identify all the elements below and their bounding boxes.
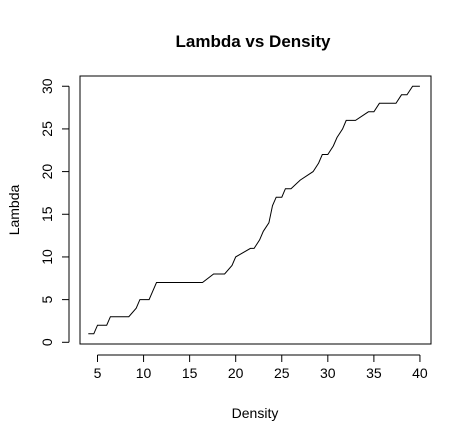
y-tick-label: 20 [39,164,55,180]
x-axis-label: Density [232,405,279,421]
y-axis-label: Lambda [6,184,22,235]
series-line [88,85,420,335]
x-tick-label: 15 [182,365,198,381]
y-axis: 0 5 10 15 20 25 30 [39,78,70,346]
x-tick-label: 25 [274,365,290,381]
x-tick-label: 5 [94,365,102,381]
y-tick-label: 10 [39,249,55,265]
y-tick-label: 0 [39,338,55,346]
x-axis: 5 10 15 20 25 30 35 40 [94,354,428,381]
x-tick-label: 20 [228,365,244,381]
x-tick-label: 35 [366,365,382,381]
y-tick-label: 15 [39,206,55,222]
y-tick-label: 30 [39,78,55,94]
y-tick-label: 25 [39,121,55,137]
chart-title: Lambda vs Density [176,32,331,51]
y-tick-label: 5 [39,296,55,304]
series-group [88,85,420,335]
x-tick-label: 10 [136,365,152,381]
x-tick-label: 40 [412,365,428,381]
plot-frame [79,75,432,345]
x-tick-label: 30 [320,365,336,381]
